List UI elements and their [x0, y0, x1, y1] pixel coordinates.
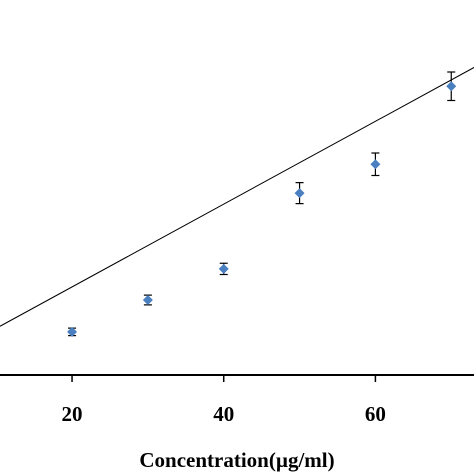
x-axis-tick-labels: 20 40 60	[62, 402, 386, 426]
data-point-marker	[142, 295, 153, 305]
x-axis-title: Concentration(µg/ml)	[139, 448, 334, 472]
x-tick-label: 20	[62, 402, 83, 426]
data-point-marker	[294, 188, 305, 199]
x-tick-label: 40	[213, 402, 234, 426]
data-markers	[67, 81, 457, 337]
x-tick-label: 60	[365, 402, 386, 426]
data-point-marker	[370, 159, 381, 170]
error-bars	[68, 71, 456, 337]
data-point-marker	[67, 326, 78, 337]
trendline	[0, 67, 474, 327]
data-point-marker	[446, 81, 457, 92]
x-axis-ticks	[71, 375, 377, 382]
data-point-marker	[218, 263, 229, 274]
